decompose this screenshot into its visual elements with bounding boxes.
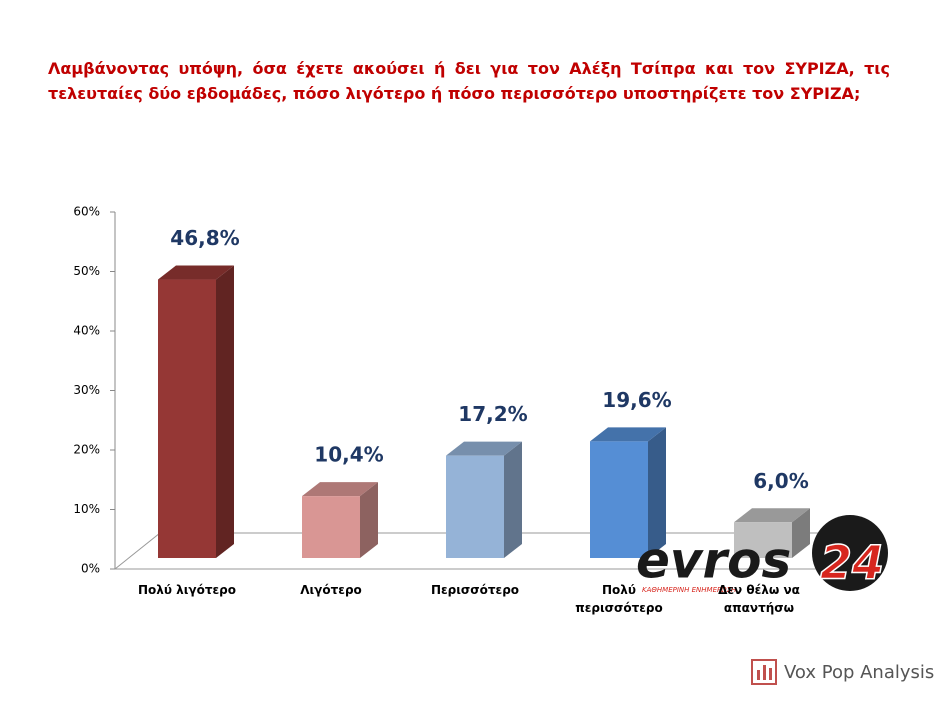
bar (446, 455, 504, 558)
source-icon-bar (757, 670, 760, 680)
y-tick-label: 10% (73, 502, 100, 516)
x-tick-label: Λιγότερο (300, 583, 362, 597)
y-tick-label: 0% (81, 562, 100, 576)
y-tick-label: 30% (73, 383, 100, 397)
logo-circle (812, 515, 888, 591)
source-icon-bar (763, 665, 766, 680)
bar-top (158, 265, 234, 280)
bar-top (446, 441, 522, 456)
x-tick-label: Δεν θέλω να απαντήσω (718, 583, 800, 615)
logo-tagline: ΚΑΘΗΜΕΡΙΝΗ ΕΝΗΜΕΡΩΣΗ (642, 586, 737, 594)
value-label: 46,8% (170, 226, 239, 250)
x-tick-label: Περισσότερο (430, 583, 520, 597)
bar-top (590, 427, 666, 442)
x-tick-label: Πολύ περισσότερο (575, 583, 663, 615)
bar-side (504, 441, 522, 558)
bar-side (216, 265, 234, 558)
logo-number: 24 (820, 536, 884, 590)
bar-side (648, 427, 666, 558)
bar-top (302, 482, 378, 497)
value-label: 10,4% (314, 443, 383, 467)
bar (734, 522, 792, 558)
logo-name: evros (636, 532, 791, 590)
value-label: 19,6% (602, 388, 671, 412)
bar-side (792, 508, 810, 558)
bar-side (360, 482, 378, 558)
value-label: 17,2% (458, 402, 527, 426)
source: Vox Pop Analysis (784, 662, 934, 683)
y-tick-label: 40% (73, 324, 100, 338)
y-tick-label: 60% (73, 205, 100, 219)
bar (302, 496, 360, 558)
source-icon-bar (769, 668, 772, 680)
y-tick-label: 20% (73, 443, 100, 457)
bar (590, 441, 648, 558)
chart-title: Λαμβάνοντας υπόψη, όσα έχετε ακούσει ή δ… (48, 59, 890, 103)
bar-top (734, 508, 810, 523)
bar (158, 279, 216, 558)
evros-logo: evros 24 ΚΑΘΗΜΕΡΙΝΗ ΕΝΗΜΕΡΩΣΗ (636, 515, 888, 594)
x-tick-label: Πολύ λιγότερο (137, 583, 237, 597)
value-label: 6,0% (753, 469, 808, 493)
source-logo: Vox Pop Analysis (751, 659, 934, 685)
source-icon (751, 659, 777, 685)
y-tick-label: 50% (73, 264, 100, 278)
